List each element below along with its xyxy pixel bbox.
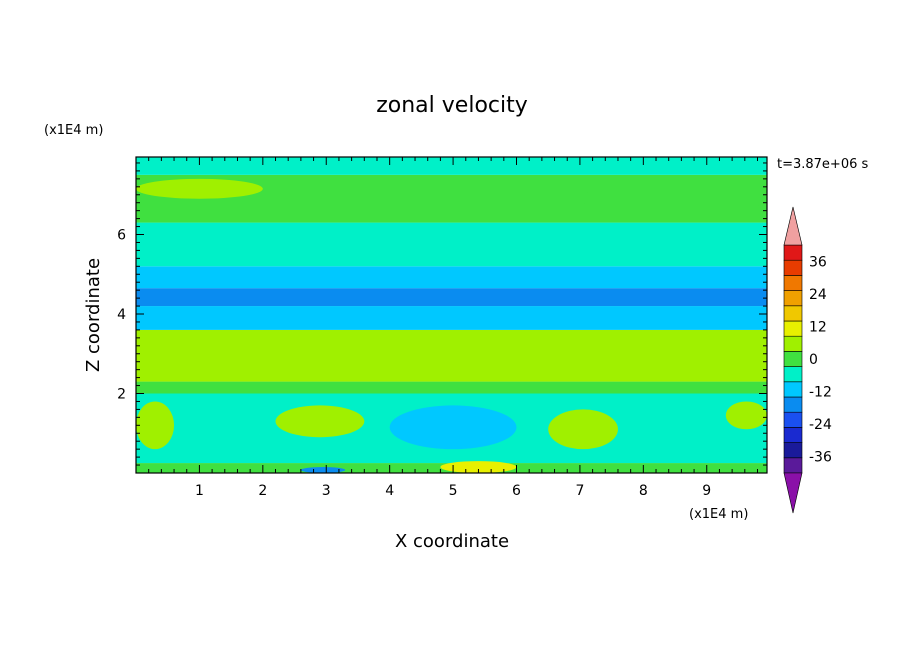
colorbar-swatch <box>783 366 803 383</box>
colorbar-swatch <box>783 290 803 307</box>
field-feature-7 <box>136 178 263 199</box>
x-tick-label: 7 <box>575 483 584 499</box>
field-feature-0 <box>136 401 175 450</box>
x-tick-label: 3 <box>322 483 331 499</box>
x-tick-label: 5 <box>449 483 458 499</box>
x-axis-label: X coordinate <box>395 531 509 552</box>
colorbar-tick-label: 0 <box>809 352 818 368</box>
chart-title: zonal velocity <box>376 93 528 118</box>
y-tick-label: 2 <box>117 387 126 403</box>
field-band-5 <box>136 288 767 307</box>
heatmap-field <box>136 157 767 473</box>
x-tick-label: 8 <box>639 483 648 499</box>
colorbar-swatch <box>783 335 803 352</box>
colorbar-swatch <box>783 427 803 443</box>
time-label: t=3.87e+06 s <box>777 157 869 172</box>
x-tick-label: 2 <box>258 483 267 499</box>
colorbar-over-triangle <box>783 206 803 246</box>
colorbar-swatch <box>783 259 803 276</box>
colorbar-tick-label: -24 <box>809 417 832 433</box>
field-feature-8 <box>579 182 767 215</box>
colorbar-swatch <box>783 411 803 428</box>
colorbar-tick-label: -12 <box>809 385 832 401</box>
colorbar-swatch <box>783 442 803 459</box>
x-tick-label: 4 <box>385 483 394 499</box>
colorbar-under-triangle <box>783 472 803 514</box>
colorbar-swatch <box>783 396 803 413</box>
colorbar-swatch <box>783 320 803 337</box>
colorbar-swatch <box>783 351 803 367</box>
colorbar-tick-label: -36 <box>809 450 832 466</box>
y-axis-label: Z coordinate <box>83 258 104 372</box>
colorbar-swatch <box>783 457 803 474</box>
colorbar-swatch <box>783 305 803 322</box>
colorbar-swatch <box>783 244 803 261</box>
field-band-7 <box>136 222 767 267</box>
field-band-2 <box>136 381 767 394</box>
plot-frame <box>135 156 768 474</box>
x-unit-label: (x1E4 m) <box>689 507 748 522</box>
field-feature-2 <box>389 405 517 450</box>
colorbar-swatch <box>783 275 803 291</box>
colorbar: 36 24 12 0 -12 -24 -36 <box>783 206 832 514</box>
y-tick-label: 6 <box>117 228 126 244</box>
field-feature-6 <box>300 467 346 473</box>
y-tick-label: 4 <box>117 307 126 323</box>
colorbar-tick-label: 36 <box>809 254 827 270</box>
field-feature-1 <box>275 405 365 438</box>
field-band-9 <box>136 157 767 175</box>
x-tick-label: 9 <box>702 483 711 499</box>
field-band-4 <box>136 306 767 330</box>
colorbar-tick-label: 12 <box>809 319 827 335</box>
colorbar-swatch <box>783 381 803 398</box>
field-band-3 <box>136 329 767 382</box>
colorbar-tick-label: 24 <box>809 287 827 303</box>
y-axis-ticks: 2 4 6 <box>117 162 767 474</box>
y-unit-label: (x1E4 m) <box>44 123 103 138</box>
field-band-6 <box>136 266 767 289</box>
x-tick-label: 1 <box>195 483 204 499</box>
x-tick-label: 6 <box>512 483 521 499</box>
x-axis-ticks: 1 2 3 4 5 6 7 8 9 <box>135 157 758 499</box>
field-feature-5 <box>440 461 517 473</box>
field-feature-4 <box>725 401 767 430</box>
field-feature-3 <box>548 409 618 450</box>
